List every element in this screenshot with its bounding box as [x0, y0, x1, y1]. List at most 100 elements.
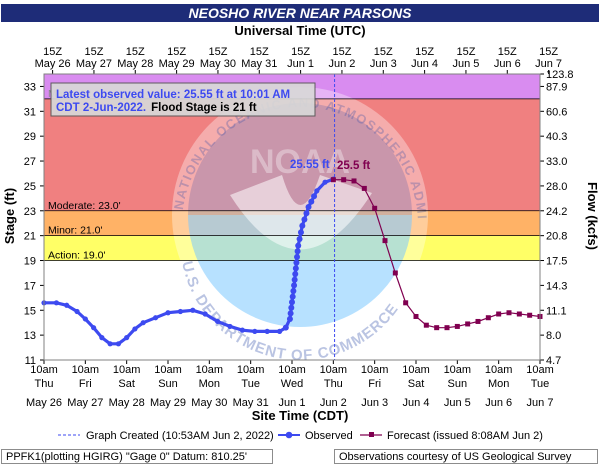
- observed-point: [165, 310, 171, 316]
- y-tick-label-right: 33.0: [546, 156, 567, 168]
- watermark-gull: [230, 175, 372, 250]
- forecast-point: [444, 325, 450, 331]
- legend-observed-swatch-marker: [285, 431, 293, 439]
- legend: Graph Created (10:53AM Jun 2, 2022) Obse…: [58, 430, 543, 442]
- flood-label-moderate: Moderate: 23.0': [48, 200, 121, 212]
- series-layer: [41, 176, 543, 347]
- legend-observed-label: Observed: [305, 430, 353, 442]
- y-tick-label-right: 24.2: [546, 206, 567, 218]
- annotation-date: CDT 2-Jun-2022.: [56, 102, 146, 114]
- x-tick-date-bottom: Jun 2: [320, 397, 347, 409]
- observed-point: [305, 204, 312, 210]
- y-tick-label-left: 15: [24, 305, 36, 317]
- legend-created-label: Graph Created (10:53AM Jun 2, 2022): [86, 430, 274, 442]
- x-tick-top-time: 15Z: [415, 46, 434, 58]
- observed-point: [99, 335, 105, 341]
- y-tick-label-left: 11: [25, 355, 36, 367]
- top-axis-title: Universal Time (UTC): [234, 23, 365, 38]
- observed-point: [190, 307, 196, 313]
- watermark-upper-half: [188, 103, 412, 215]
- observed-point: [289, 299, 295, 306]
- forecast-point: [485, 315, 491, 321]
- x-tick-date-bottom: May 26: [26, 397, 62, 409]
- x-tick-time: 10am: [278, 364, 306, 376]
- annotation-box: [50, 82, 316, 117]
- forecast-point: [413, 313, 419, 319]
- observed-point: [292, 271, 299, 278]
- observed-point: [124, 335, 130, 341]
- observed-point: [107, 341, 113, 347]
- observed-point: [239, 327, 245, 333]
- forecast-peak-label: 25.5 ft: [337, 160, 370, 172]
- observed-point: [227, 323, 233, 330]
- x-tick-time: 10am: [113, 364, 141, 376]
- observed-point: [292, 265, 299, 272]
- y-tick-label-right: 28.0: [546, 181, 567, 193]
- observed-point: [290, 287, 297, 294]
- observed-point: [296, 235, 303, 242]
- observed-point: [215, 318, 221, 325]
- observed-point: [153, 315, 159, 321]
- forecast-point: [330, 177, 336, 183]
- x-tick-day: Mon: [488, 378, 509, 390]
- observed-point: [297, 229, 304, 236]
- observed-point: [283, 325, 289, 331]
- x-tick-time: 10am: [237, 364, 265, 376]
- x-tick-top-time: 15Z: [84, 46, 103, 58]
- x-tick-top-date: May 29: [159, 58, 195, 70]
- x-tick-date-bottom: May 29: [150, 397, 186, 409]
- observed-point: [295, 243, 301, 249]
- x-tick-top-date: Jun 5: [452, 58, 479, 70]
- observed-point: [303, 210, 310, 217]
- observed-point: [74, 308, 80, 315]
- x-tick-date-bottom: Jun 5: [444, 397, 471, 409]
- x-tick-time: 10am: [444, 364, 472, 376]
- observed-peak-label: 25.55 ft: [290, 159, 330, 171]
- observed-point: [177, 308, 183, 315]
- x-tick-day: Thu: [35, 378, 54, 390]
- y-tick-label-right: 17.5: [546, 256, 567, 268]
- x-tick-top-time: 15Z: [250, 46, 269, 58]
- forecast-point: [392, 270, 398, 276]
- flood-zone-moderate: [44, 98, 540, 211]
- y-tick-label-right: 40.3: [546, 131, 567, 143]
- x-tick-top-time: 15Z: [374, 46, 393, 58]
- observed-point: [308, 198, 315, 205]
- observed-point: [140, 320, 146, 326]
- x-tick-time: 10am: [485, 364, 513, 376]
- x-tick-day: Sun: [448, 378, 468, 390]
- datum-footer: PPFK1(plotting HGIRG) "Gage 0" Datum: 81…: [1, 449, 273, 464]
- forecast-point: [475, 318, 481, 324]
- forecast-point: [454, 323, 460, 329]
- forecast-point: [516, 311, 522, 317]
- x-tick-time: 10am: [402, 364, 430, 376]
- x-tick-day: Wed: [281, 378, 303, 390]
- title-bar: [1, 4, 599, 22]
- x-tick-top-time: 15Z: [43, 46, 62, 58]
- x-tick-top-date: May 30: [200, 58, 236, 70]
- x-tick-time: 10am: [30, 364, 58, 376]
- y-tick-label-left: 19: [24, 256, 36, 268]
- x-tick-date-bottom: Jun 6: [485, 397, 512, 409]
- observed-point: [202, 311, 208, 317]
- observed-point: [294, 253, 301, 260]
- y-tick-label-right: 4.7: [546, 355, 561, 367]
- observed-point: [291, 276, 298, 283]
- chart-title: NEOSHO RIVER NEAR PARSONS: [189, 5, 413, 21]
- observed-point: [293, 259, 300, 266]
- x-tick-top-time: 15Z: [332, 46, 351, 58]
- observed-point: [294, 248, 301, 255]
- observed-point: [91, 325, 97, 331]
- forecast-point: [496, 311, 502, 317]
- plot-frame: [43, 73, 541, 361]
- x-tick-top-time: 15Z: [498, 46, 517, 58]
- observed-point: [82, 316, 88, 322]
- x-tick-day: Fri: [79, 378, 92, 390]
- annotation-line-2: CDT 2-Jun-2022. Flood Stage is 21 ft: [56, 102, 257, 114]
- x-axis-title: Site Time (CDT): [252, 408, 349, 423]
- y-tick-label-left: 25: [24, 181, 36, 193]
- forecast-point: [382, 238, 388, 244]
- x-tick-top-date: May 26: [35, 58, 71, 70]
- y-tick-label-left: 23: [24, 206, 36, 218]
